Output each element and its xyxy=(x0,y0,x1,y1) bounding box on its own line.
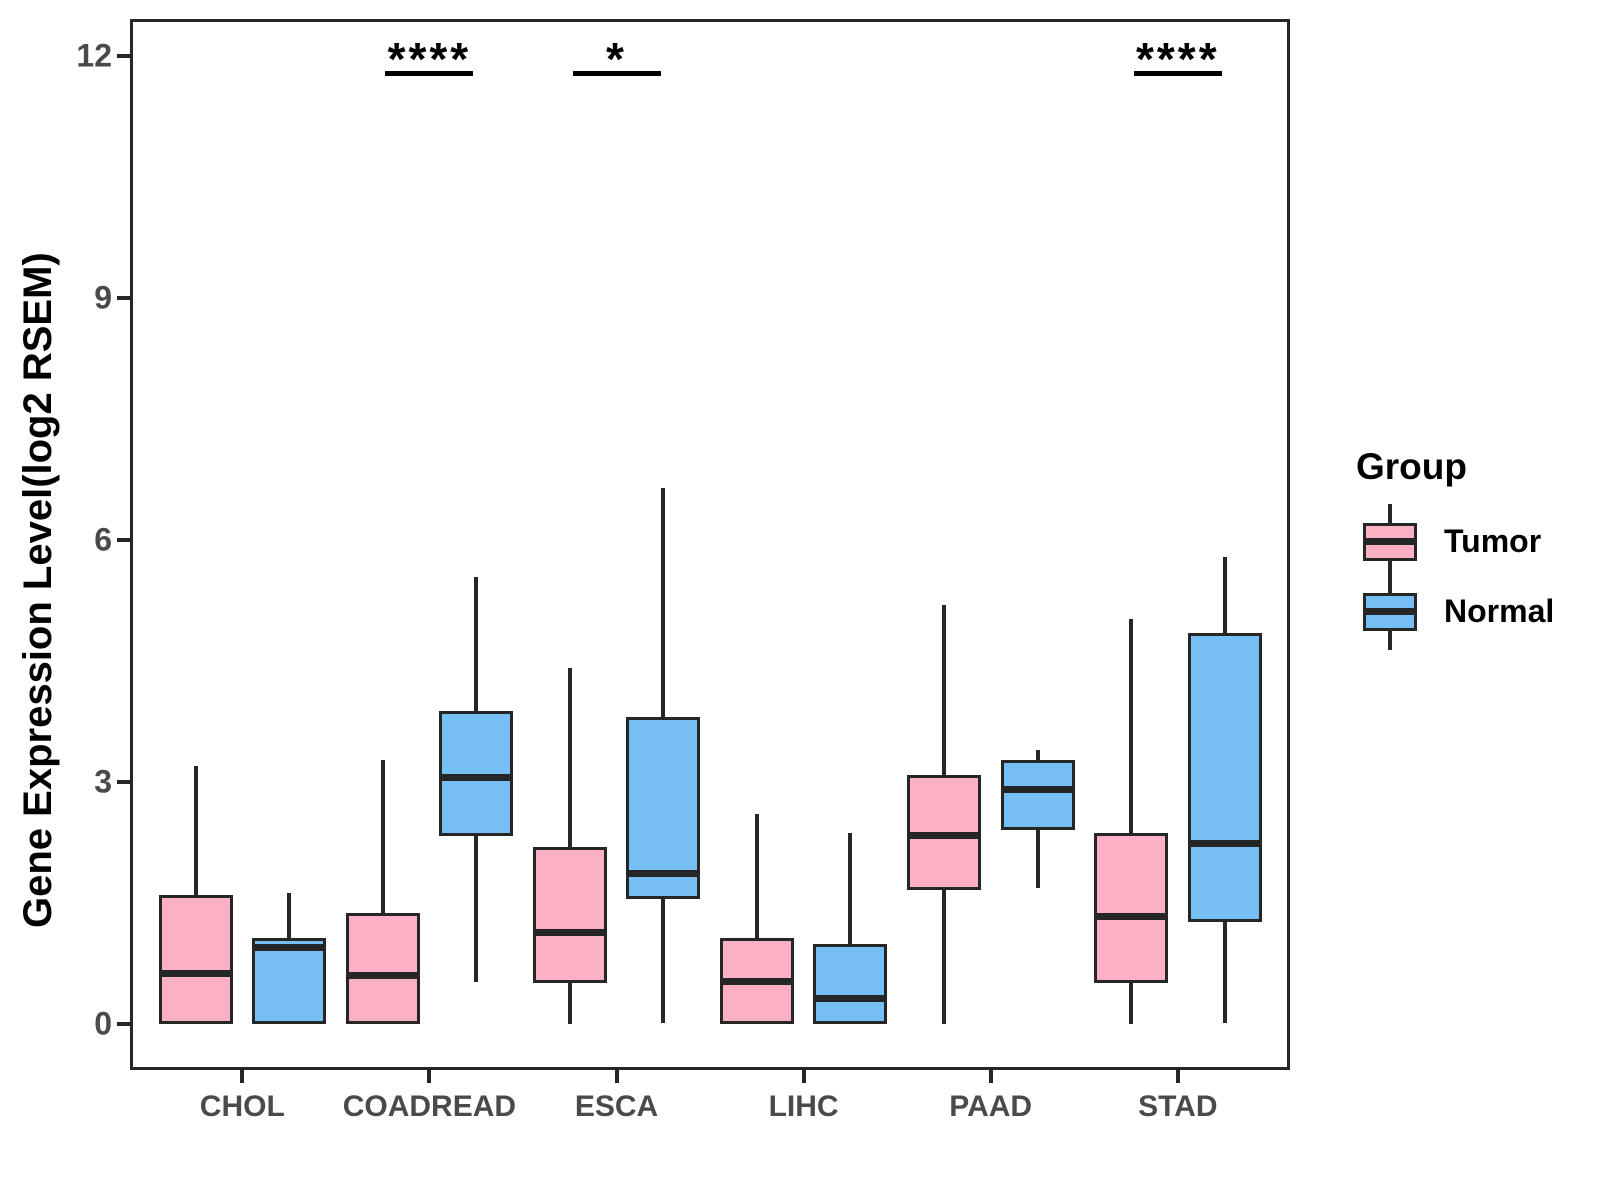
legend-key-normal xyxy=(1363,574,1417,650)
significance-label-ESCA: * xyxy=(606,33,627,85)
legend-label-normal: Normal xyxy=(1444,593,1555,629)
tumor-box-ESCA xyxy=(532,847,607,983)
median-tumor-box-ESCA xyxy=(532,929,607,937)
y-tick-mark xyxy=(117,537,130,542)
whisker-tumor-box-CHOL xyxy=(193,765,198,1024)
tumor-box-COADREAD xyxy=(345,913,420,1024)
normal-box-COADREAD xyxy=(439,711,514,837)
y-tick-mark xyxy=(117,1022,130,1026)
median-tumor-box-COADREAD xyxy=(345,972,420,980)
legend-key-tumor xyxy=(1363,504,1417,580)
y-tick-mark xyxy=(117,779,130,784)
legend-title: Group xyxy=(1356,446,1467,487)
whisker-tumor-box-STAD xyxy=(1129,619,1133,1024)
median-normal-box-STAD xyxy=(1187,839,1262,847)
median-normal-box-CHOL xyxy=(252,943,327,951)
y-tick-label: 0 xyxy=(94,1005,112,1042)
x-tick-label: PAAD xyxy=(949,1090,1033,1123)
x-tick-label: COADREAD xyxy=(342,1090,517,1123)
y-tick-mark xyxy=(117,53,130,58)
legend-key-median xyxy=(1363,608,1417,615)
legend-label-tumor: Tumor xyxy=(1444,523,1542,559)
significance-bar-STAD xyxy=(1133,71,1222,76)
normal-box-STAD xyxy=(1187,632,1262,923)
significance-bar-COADREAD xyxy=(385,71,474,76)
y-tick-label: 3 xyxy=(94,763,112,800)
tumor-box-STAD xyxy=(1094,832,1168,983)
y-tick-label: 6 xyxy=(94,521,112,558)
median-normal-box-PAAD xyxy=(1000,785,1075,793)
y-tick-label: 12 xyxy=(76,37,112,74)
whisker-tumor-box-LIHC xyxy=(754,814,759,1024)
median-normal-box-ESCA xyxy=(626,870,701,878)
x-tick-label: STAD xyxy=(1138,1090,1218,1123)
median-normal-box-LIHC xyxy=(813,995,888,1003)
median-tumor-box-STAD xyxy=(1094,913,1168,921)
x-tick-mark xyxy=(427,1070,432,1083)
whisker-tumor-box-ESCA xyxy=(567,668,572,1024)
normal-box-PAAD xyxy=(1000,760,1075,831)
x-tick-label: CHOL xyxy=(199,1090,285,1123)
median-tumor-box-LIHC xyxy=(719,977,794,985)
median-tumor-box-CHOL xyxy=(158,969,233,977)
x-tick-label: ESCA xyxy=(574,1090,659,1123)
x-tick-mark xyxy=(801,1070,806,1083)
x-tick-mark xyxy=(240,1070,245,1083)
median-tumor-box-PAAD xyxy=(906,831,981,839)
x-tick-mark xyxy=(1175,1070,1180,1083)
x-tick-mark xyxy=(614,1070,619,1083)
whisker-tumor-box-COADREAD xyxy=(380,760,385,1024)
normal-box-CHOL xyxy=(252,937,327,1024)
whisker-normal-box-LIHC xyxy=(848,832,853,1024)
legend-key-median xyxy=(1363,538,1417,545)
y-tick-label: 9 xyxy=(94,279,112,316)
normal-box-ESCA xyxy=(626,716,701,899)
plot-panel xyxy=(130,19,1290,1070)
tumor-box-CHOL xyxy=(158,894,233,1024)
y-tick-mark xyxy=(117,295,130,300)
y-axis-title: Gene Expression Level(log2 RSEM) xyxy=(16,252,60,928)
normal-box-LIHC xyxy=(813,944,888,1024)
median-normal-box-COADREAD xyxy=(439,773,514,781)
significance-bar-ESCA xyxy=(572,71,661,76)
x-tick-mark xyxy=(988,1070,993,1083)
x-tick-label: LIHC xyxy=(768,1090,839,1123)
